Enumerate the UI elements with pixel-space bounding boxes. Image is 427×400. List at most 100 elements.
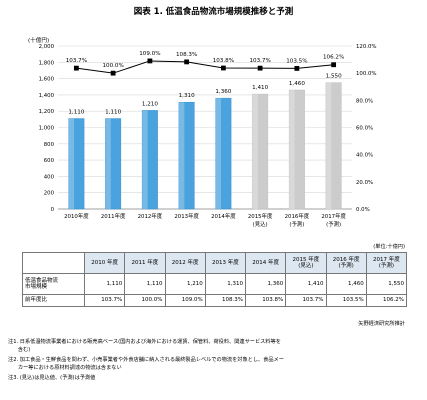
header-year: 2011 年度 [131, 259, 159, 266]
bar-value-label: 1,360 [215, 89, 231, 95]
yoy-marker [294, 66, 300, 71]
table-corner [22, 252, 85, 274]
bar-highlight [289, 90, 295, 209]
yoy-value-label: 106.2% [323, 55, 344, 61]
table-header: 2017 年度 (予測) [365, 252, 408, 274]
y2-tick-label: 100.0% [356, 71, 377, 77]
bar-value-label: 1,550 [326, 74, 342, 80]
yoy-line [76, 60, 334, 74]
x-tick-note: (見込) [253, 220, 268, 228]
bar-highlight [215, 98, 222, 209]
y-tick-label: 0 [51, 207, 55, 213]
table-header: 2010 年度 [83, 252, 126, 274]
table-cell: 109.0% [164, 294, 206, 307]
table-header: 2014 年度 [244, 252, 287, 274]
yoy-value-label: 109.0% [139, 51, 160, 57]
header-note: (見込) [298, 263, 314, 269]
yoy-marker [184, 59, 190, 65]
y-tick-label: 600 [44, 158, 55, 164]
x-tick-label: 2015年度 [248, 212, 273, 220]
yoy-marker [257, 65, 263, 71]
table-cell: 103.7% [285, 294, 327, 307]
y2-tick-label: 80.0% [356, 98, 373, 104]
bar-value-label: 1,110 [105, 110, 121, 116]
bar-highlight [252, 94, 258, 209]
y-tick-label: 1,800 [39, 60, 55, 66]
table-cell: 103.5% [325, 294, 367, 307]
table-row-market-size: 低温食品物流 市場規模 1,110 1,110 1,210 1,310 1,360… [22, 273, 408, 295]
bar-value-label: 1,460 [289, 81, 305, 87]
source-credit: 矢野経済研究所推計 [358, 321, 405, 327]
bar-value-label: 1,210 [142, 101, 158, 107]
x-tick-note: (予測) [289, 220, 304, 228]
header-note: (予測) [338, 263, 354, 269]
bar [252, 93, 269, 210]
y-tick-label: 200 [44, 191, 55, 197]
x-tick-label: 2011年度 [101, 212, 126, 220]
header-year: 2010 年度 [91, 259, 118, 266]
y2-tick-label: 20.0% [356, 180, 373, 186]
yoy-marker [331, 62, 337, 68]
bar [325, 82, 342, 210]
yoy-value-label: 103.8% [213, 58, 234, 64]
header-note: (予測) [378, 263, 395, 269]
x-tick-label: 2016年度 [285, 212, 310, 220]
data-table: 2010 年度 2011 年度 2012 年度 2013 年度 2014 年度 … [22, 252, 408, 307]
y-tick-label: 400 [44, 174, 55, 180]
yoy-marker [220, 65, 226, 71]
y2-tick-label: 40.0% [356, 153, 373, 159]
bar-value-label: 1,410 [252, 85, 268, 91]
bar-value-label: 1,110 [68, 110, 84, 116]
table-unit-label: (単位:十億円) [373, 244, 405, 250]
table-cell: 1,210 [164, 273, 206, 295]
bar-highlight [105, 118, 111, 209]
y-axis-unit-label: (十億円) [28, 36, 49, 44]
table-cell: 1,110 [83, 273, 126, 295]
x-tick-label: 2010年度 [64, 212, 89, 220]
bar [141, 110, 158, 210]
yoy-value-label: 103.7% [249, 58, 270, 64]
header-year: 2015 年度 [292, 256, 320, 263]
header-year: 2016 年度 [332, 256, 360, 263]
table-cell: 103.7% [83, 294, 126, 307]
x-tick-label: 2017年度 [321, 212, 346, 220]
table-cell: 1,410 [285, 273, 327, 295]
table-header: 2015 年度 (見込) [285, 252, 327, 274]
table-header: 2013 年度 [204, 252, 247, 274]
note-line: 注1. 日系低温物流事業者における販売高ベース(国内および海外における運賃、保管… [8, 339, 281, 345]
row-label: 前年度比 [22, 294, 85, 307]
yoy-value-label: 108.3% [176, 52, 197, 58]
bar-highlight [178, 102, 185, 209]
yoy-value-label: 100.0% [102, 63, 123, 69]
bar [215, 97, 232, 210]
table-cell: 106.2% [365, 294, 408, 307]
y2-tick-label: 0.0% [356, 207, 370, 213]
bar-highlight [325, 82, 332, 209]
header-year: 2013 年度 [212, 259, 239, 266]
note-line: 含む) [8, 347, 31, 353]
yoy-value-label: 103.5% [286, 58, 307, 64]
note-line: カー等における原材料調達の物流は含まない [8, 365, 122, 371]
yoy-value-label: 103.7% [66, 58, 87, 64]
y2-tick-label: 120.0% [356, 44, 377, 50]
x-tick-label: 2013年度 [174, 212, 199, 220]
x-tick-note: (予測) [326, 220, 341, 228]
table-header: 2011 年度 [124, 252, 166, 274]
note-line: 注2. 加工食品・生鮮食品を問わず、小売事業者や外食店舗に納入される最終製品レベ… [8, 357, 284, 363]
header-year: 2017 年度 [373, 256, 400, 263]
note-line: 注3. (見込)は見込値、(予測)は予測値 [8, 375, 96, 381]
y-tick-label: 1,200 [39, 109, 55, 115]
yoy-marker [110, 70, 116, 76]
yoy-marker [73, 65, 79, 71]
x-tick-label: 2012年度 [138, 212, 163, 220]
table-cell: 1,360 [244, 273, 287, 295]
table-header: 2016 年度 (予測) [325, 252, 367, 274]
y-tick-label: 1,000 [39, 126, 55, 132]
table-cell: 1,310 [204, 273, 247, 295]
bar-highlight [142, 110, 148, 209]
bar [288, 89, 305, 210]
bar [105, 118, 122, 210]
y-tick-label: 1,600 [39, 77, 55, 83]
row-label: 低温食品物流 市場規模 [22, 273, 85, 295]
header-year: 2014 年度 [252, 259, 279, 266]
